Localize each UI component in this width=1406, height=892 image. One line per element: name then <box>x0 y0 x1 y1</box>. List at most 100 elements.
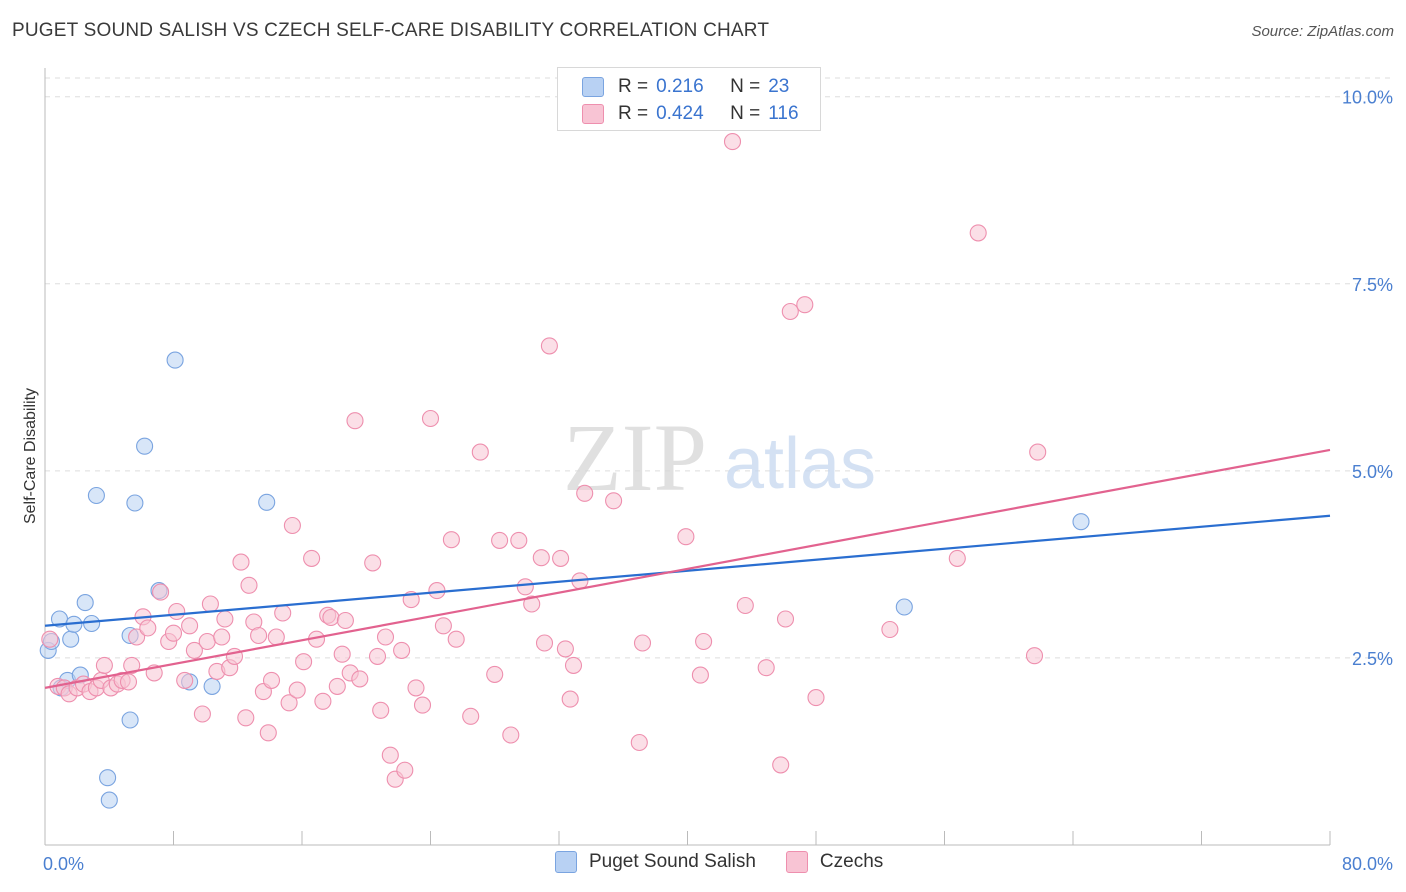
bottom-legend-item-czechs: Czechs <box>785 851 884 873</box>
legend-r-label: R = <box>618 76 649 97</box>
czech-point <box>396 761 414 779</box>
czech-point <box>723 133 742 151</box>
czech-point <box>776 610 795 628</box>
y-axis-label: Self-Care Disability <box>22 388 39 524</box>
czech-point <box>1025 647 1044 665</box>
czech-point <box>376 628 395 646</box>
legend-r-value: 0.216 <box>656 76 704 97</box>
x-tick-label: 80.0% <box>1342 854 1393 874</box>
czech-point <box>336 611 354 630</box>
czech-point <box>41 630 59 648</box>
czech-point <box>757 659 775 677</box>
czech-point <box>201 595 219 613</box>
czech-point <box>691 666 709 684</box>
czech-point <box>556 640 574 658</box>
legend-n-label: N = <box>730 76 761 97</box>
salish-point <box>136 437 154 455</box>
czech-point <box>95 656 113 674</box>
czech-point <box>605 492 623 510</box>
czech-point <box>535 634 554 652</box>
czech-point <box>471 443 489 461</box>
czech-point <box>168 602 186 621</box>
czech-point <box>796 296 814 314</box>
czech-point <box>486 665 504 683</box>
czech-point <box>677 528 695 546</box>
czech-point <box>346 412 364 430</box>
czech-point <box>164 624 183 642</box>
grid-lines <box>45 77 1394 659</box>
czech-point <box>328 677 346 695</box>
czech-point <box>381 746 399 764</box>
czech-point <box>523 595 541 613</box>
chart-source: Source: ZipAtlas.com <box>1251 23 1394 40</box>
czech-point <box>736 596 754 615</box>
czech-point <box>128 628 146 646</box>
czech-point <box>267 628 285 646</box>
legend-row-czechs: R = 0.424 N = 116 <box>582 101 799 127</box>
salish-point <box>87 486 105 505</box>
czech-point <box>372 701 390 719</box>
y-tick-label: 7.5% <box>1352 275 1393 295</box>
salish-point <box>258 493 276 511</box>
czech-point <box>576 484 594 502</box>
czech-point <box>314 692 332 710</box>
czech-point <box>152 583 170 601</box>
y-tick-label: 5.0% <box>1352 462 1393 482</box>
czech-point <box>447 630 465 648</box>
legend-n-value: 116 <box>768 103 799 124</box>
czech-point <box>237 709 255 727</box>
czech-point <box>807 689 825 707</box>
czech-point <box>262 671 281 689</box>
czech-point <box>295 653 313 671</box>
czech-point <box>351 670 369 688</box>
salish-point <box>166 351 184 369</box>
czech-trend-line <box>44 448 1331 689</box>
czech-point <box>502 726 520 744</box>
axes <box>44 68 1331 846</box>
czech-point <box>213 628 231 646</box>
czech-point <box>240 576 258 594</box>
salish-point <box>203 677 221 695</box>
salish-point <box>126 494 144 512</box>
legend-n-value: 23 <box>768 76 790 97</box>
czech-point <box>181 617 199 635</box>
czech-point <box>393 641 411 659</box>
czech-point <box>123 656 141 674</box>
czech-point <box>333 645 351 663</box>
czech-point <box>772 756 790 774</box>
legend-swatch-salish <box>582 77 604 97</box>
czech-point <box>407 679 425 697</box>
salish-point <box>76 594 94 612</box>
legend: R = 0.216 N = 23 R = 0.424 N = 116 <box>557 67 821 131</box>
salish-point <box>83 614 101 633</box>
czech-point <box>288 681 306 699</box>
czech-point <box>322 608 340 627</box>
bottom-legend-swatch-salish <box>555 851 577 873</box>
czech-point <box>532 549 550 567</box>
tick-labels: 2.5% 5.0% 7.5% 10.0% 0.0% 80.0% <box>43 88 1393 874</box>
czech-point <box>564 656 583 674</box>
legend-r-label: R = <box>618 103 649 124</box>
czech-point <box>1029 443 1047 461</box>
czech-point <box>364 554 382 572</box>
czech-point <box>442 531 460 549</box>
czech-point <box>274 604 292 622</box>
czech-point <box>198 632 216 651</box>
salish-point <box>895 598 913 616</box>
czech-point <box>259 724 277 742</box>
czech-point <box>781 302 799 321</box>
czech-point <box>303 549 321 567</box>
czech-point <box>250 626 268 645</box>
legend-row-salish: R = 0.216 N = 23 <box>582 74 789 100</box>
y-tick-label: 10.0% <box>1342 88 1393 108</box>
bottom-legend-item-salish: Puget Sound Salish <box>555 851 756 873</box>
czech-point <box>510 531 528 549</box>
salish-trend-line <box>44 514 1331 627</box>
czech-point <box>139 619 157 637</box>
czech-point <box>695 632 713 651</box>
czech-point <box>119 673 138 691</box>
czech-point <box>232 553 250 571</box>
czech-point <box>633 634 652 652</box>
bottom-legend-label-czechs: Czechs <box>819 851 884 872</box>
salish-point <box>62 630 80 648</box>
